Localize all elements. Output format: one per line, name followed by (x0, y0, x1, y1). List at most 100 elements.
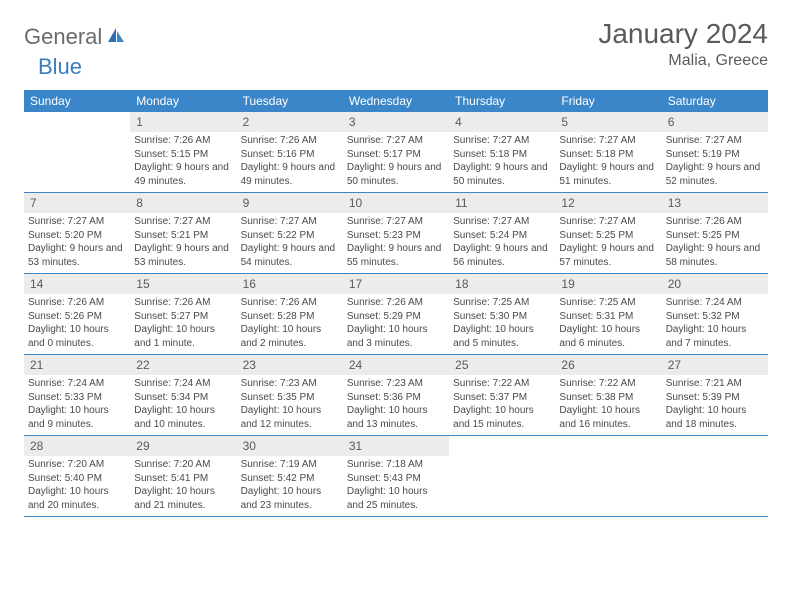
sunset-text: Sunset: 5:19 PM (666, 148, 764, 162)
sunset-text: Sunset: 5:37 PM (453, 391, 551, 405)
day-number (555, 436, 661, 442)
sunrise-text: Sunrise: 7:23 AM (241, 377, 339, 391)
weekday-header: Tuesday (237, 90, 343, 112)
day-cell: 22Sunrise: 7:24 AMSunset: 5:34 PMDayligh… (130, 355, 236, 435)
day-cell: 6Sunrise: 7:27 AMSunset: 5:19 PMDaylight… (662, 112, 768, 192)
day-details: Sunrise: 7:23 AMSunset: 5:36 PMDaylight:… (343, 375, 449, 435)
day-number: 27 (662, 355, 768, 375)
sunrise-text: Sunrise: 7:24 AM (28, 377, 126, 391)
sunrise-text: Sunrise: 7:26 AM (666, 215, 764, 229)
day-details: Sunrise: 7:26 AMSunset: 5:25 PMDaylight:… (662, 213, 768, 273)
day-number: 30 (237, 436, 343, 456)
day-cell: 1Sunrise: 7:26 AMSunset: 5:15 PMDaylight… (130, 112, 236, 192)
weekday-header: Saturday (662, 90, 768, 112)
day-cell: 5Sunrise: 7:27 AMSunset: 5:18 PMDaylight… (555, 112, 661, 192)
daylight-text: Daylight: 9 hours and 51 minutes. (559, 161, 657, 188)
sunset-text: Sunset: 5:16 PM (241, 148, 339, 162)
day-cell: 23Sunrise: 7:23 AMSunset: 5:35 PMDayligh… (237, 355, 343, 435)
day-number: 2 (237, 112, 343, 132)
sunset-text: Sunset: 5:22 PM (241, 229, 339, 243)
sunset-text: Sunset: 5:34 PM (134, 391, 232, 405)
sunset-text: Sunset: 5:36 PM (347, 391, 445, 405)
day-cell (662, 436, 768, 516)
day-number: 14 (24, 274, 130, 294)
daylight-text: Daylight: 9 hours and 54 minutes. (241, 242, 339, 269)
sunrise-text: Sunrise: 7:23 AM (347, 377, 445, 391)
daylight-text: Daylight: 10 hours and 15 minutes. (453, 404, 551, 431)
sunset-text: Sunset: 5:29 PM (347, 310, 445, 324)
day-number: 28 (24, 436, 130, 456)
day-details: Sunrise: 7:25 AMSunset: 5:30 PMDaylight:… (449, 294, 555, 354)
sunrise-text: Sunrise: 7:27 AM (134, 215, 232, 229)
title-block: January 2024 Malia, Greece (598, 18, 768, 70)
daylight-text: Daylight: 10 hours and 7 minutes. (666, 323, 764, 350)
sunset-text: Sunset: 5:30 PM (453, 310, 551, 324)
sunset-text: Sunset: 5:25 PM (666, 229, 764, 243)
weeks-container: 1Sunrise: 7:26 AMSunset: 5:15 PMDaylight… (24, 112, 768, 517)
day-cell: 24Sunrise: 7:23 AMSunset: 5:36 PMDayligh… (343, 355, 449, 435)
day-number: 21 (24, 355, 130, 375)
day-details: Sunrise: 7:27 AMSunset: 5:18 PMDaylight:… (449, 132, 555, 192)
daylight-text: Daylight: 9 hours and 52 minutes. (666, 161, 764, 188)
day-cell: 25Sunrise: 7:22 AMSunset: 5:37 PMDayligh… (449, 355, 555, 435)
day-cell: 17Sunrise: 7:26 AMSunset: 5:29 PMDayligh… (343, 274, 449, 354)
sunrise-text: Sunrise: 7:25 AM (559, 296, 657, 310)
daylight-text: Daylight: 10 hours and 18 minutes. (666, 404, 764, 431)
day-number: 17 (343, 274, 449, 294)
day-number: 7 (24, 193, 130, 213)
location-label: Malia, Greece (598, 52, 768, 70)
day-number: 6 (662, 112, 768, 132)
day-cell: 4Sunrise: 7:27 AMSunset: 5:18 PMDaylight… (449, 112, 555, 192)
daylight-text: Daylight: 9 hours and 53 minutes. (134, 242, 232, 269)
week-row: 1Sunrise: 7:26 AMSunset: 5:15 PMDaylight… (24, 112, 768, 193)
daylight-text: Daylight: 10 hours and 20 minutes. (28, 485, 126, 512)
daylight-text: Daylight: 9 hours and 56 minutes. (453, 242, 551, 269)
day-number: 11 (449, 193, 555, 213)
sunrise-text: Sunrise: 7:26 AM (134, 296, 232, 310)
daylight-text: Daylight: 10 hours and 25 minutes. (347, 485, 445, 512)
day-number (662, 436, 768, 442)
day-number: 18 (449, 274, 555, 294)
day-number: 10 (343, 193, 449, 213)
sunrise-text: Sunrise: 7:27 AM (347, 134, 445, 148)
weekday-header: Thursday (449, 90, 555, 112)
day-details: Sunrise: 7:27 AMSunset: 5:21 PMDaylight:… (130, 213, 236, 273)
sunrise-text: Sunrise: 7:27 AM (241, 215, 339, 229)
day-details: Sunrise: 7:19 AMSunset: 5:42 PMDaylight:… (237, 456, 343, 516)
daylight-text: Daylight: 9 hours and 50 minutes. (347, 161, 445, 188)
weekday-header: Monday (130, 90, 236, 112)
sunset-text: Sunset: 5:25 PM (559, 229, 657, 243)
day-details: Sunrise: 7:26 AMSunset: 5:26 PMDaylight:… (24, 294, 130, 354)
sunset-text: Sunset: 5:18 PM (559, 148, 657, 162)
day-cell: 21Sunrise: 7:24 AMSunset: 5:33 PMDayligh… (24, 355, 130, 435)
daylight-text: Daylight: 9 hours and 50 minutes. (453, 161, 551, 188)
day-number: 3 (343, 112, 449, 132)
sunrise-text: Sunrise: 7:26 AM (241, 134, 339, 148)
day-cell: 19Sunrise: 7:25 AMSunset: 5:31 PMDayligh… (555, 274, 661, 354)
day-details: Sunrise: 7:27 AMSunset: 5:20 PMDaylight:… (24, 213, 130, 273)
day-number: 23 (237, 355, 343, 375)
sunset-text: Sunset: 5:20 PM (28, 229, 126, 243)
day-number: 24 (343, 355, 449, 375)
daylight-text: Daylight: 10 hours and 0 minutes. (28, 323, 126, 350)
logo-sail-icon (106, 26, 126, 49)
day-cell: 29Sunrise: 7:20 AMSunset: 5:41 PMDayligh… (130, 436, 236, 516)
sunrise-text: Sunrise: 7:24 AM (134, 377, 232, 391)
day-details: Sunrise: 7:26 AMSunset: 5:29 PMDaylight:… (343, 294, 449, 354)
sunset-text: Sunset: 5:23 PM (347, 229, 445, 243)
sunset-text: Sunset: 5:15 PM (134, 148, 232, 162)
sunset-text: Sunset: 5:17 PM (347, 148, 445, 162)
sunset-text: Sunset: 5:18 PM (453, 148, 551, 162)
day-cell (555, 436, 661, 516)
sunrise-text: Sunrise: 7:26 AM (241, 296, 339, 310)
day-details: Sunrise: 7:26 AMSunset: 5:16 PMDaylight:… (237, 132, 343, 192)
day-cell: 30Sunrise: 7:19 AMSunset: 5:42 PMDayligh… (237, 436, 343, 516)
daylight-text: Daylight: 10 hours and 12 minutes. (241, 404, 339, 431)
day-cell (24, 112, 130, 192)
sunrise-text: Sunrise: 7:20 AM (134, 458, 232, 472)
sunrise-text: Sunrise: 7:27 AM (453, 134, 551, 148)
day-cell: 11Sunrise: 7:27 AMSunset: 5:24 PMDayligh… (449, 193, 555, 273)
day-cell: 8Sunrise: 7:27 AMSunset: 5:21 PMDaylight… (130, 193, 236, 273)
week-row: 7Sunrise: 7:27 AMSunset: 5:20 PMDaylight… (24, 193, 768, 274)
sunset-text: Sunset: 5:33 PM (28, 391, 126, 405)
